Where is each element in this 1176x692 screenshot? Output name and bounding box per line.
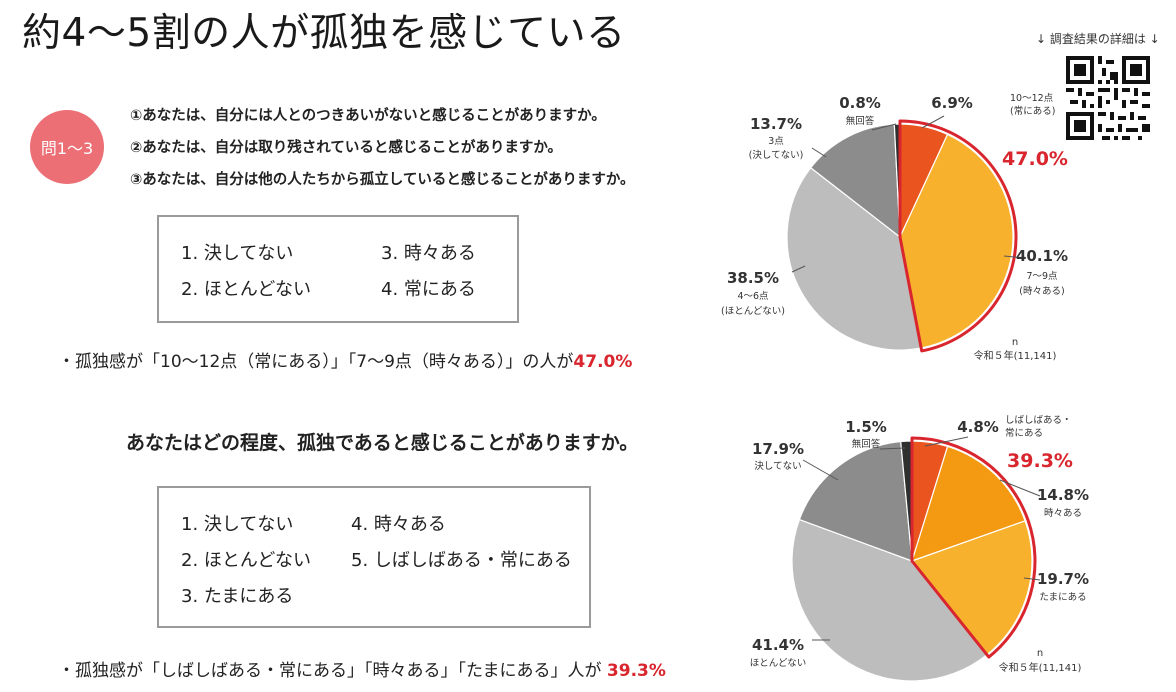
leader-line [1003,255,1025,259]
slice-percent-label: 19.7% [1037,570,1089,588]
answer-options-box-1: 1. 決してない 2. ほとんどない 3. 時々ある 4. 常にある [157,215,519,323]
sample-size-label: n [1037,648,1043,659]
pie-chart-1 [786,115,1025,353]
slice-category-label: 決してない [754,460,801,472]
pie-slice [899,133,1014,349]
summary-prefix: ・孤独感が「10～12点（常にある）」「7～9点（時々ある）」の人が [58,352,574,372]
slice-percent-label: 0.8% [839,94,881,112]
option-item: 3. 時々ある [381,243,476,264]
sample-size-label: n [1012,337,1018,348]
qr-code-icon[interactable] [1066,56,1150,140]
question-3-text: ③あなたは、自分は他の人たちから孤立していると感じることがありますか。 [130,172,635,188]
option-item: 1. 決してない [181,243,294,264]
slice-category-label: 無回答 [852,438,881,450]
leader-line [811,147,827,158]
pie-slice [911,520,1033,656]
slice-category-label: 時々ある [1044,508,1082,519]
slice-category-label: 10～12点 [1010,93,1054,104]
leader-line [791,265,806,273]
slice-category-label: 7～9点 [1026,271,1058,282]
option-item: 5. しばしばある・常にある [351,550,572,571]
option-item: 3. たまにある [181,586,294,607]
summary-text-1: ・孤独感が「10～12点（常にある）」「7～9点（時々ある）」の人が47.0% [58,347,632,372]
slice-percent-label: 40.1% [1016,247,1068,265]
option-item: 2. ほとんどない [181,279,311,300]
pie-slice [791,518,988,682]
leader-line [1023,577,1041,581]
slice-percent-label: 1.5% [845,418,887,436]
pie-slice [798,440,913,562]
slice-percent-label: 6.9% [931,94,973,112]
pie-slice [911,445,1026,562]
slice-category-label: 常にある [1005,427,1043,439]
question-4-text: あなたはどの程度、孤独であると感じることがありますか。 [126,432,639,454]
leader-line [924,436,969,447]
highlight-total-label: 39.3% [1007,450,1073,472]
slice-category-label: 4～6点 [737,291,769,302]
question-1-text: ①あなたは、自分には人とのつきあいがないと感じることがありますか。 [130,108,606,124]
summary-text-2: ・孤独感が「しばしばある・常にある」「時々ある」「たまにある」人が 39.3% [58,656,666,681]
option-item: 4. 常にある [381,279,476,300]
pie-slice [786,166,922,351]
sample-size-value: 令和５年(11,141) [974,349,1057,362]
summary-value: 47.0% [573,352,633,372]
survey-detail-link[interactable]: ↓ 調査結果の詳細は ↓ [1036,32,1160,46]
highlight-total-label: 47.0% [1002,148,1068,170]
slice-category-label: (常にある) [1010,105,1055,117]
slice-category-label: ほとんどない [750,658,807,669]
summary-value: 39.3% [606,661,666,681]
pie-chart-2 [791,436,1041,682]
leader-line [871,123,897,131]
slice-percent-label: 14.8% [1037,486,1089,504]
summary-prefix: ・孤独感が「しばしばある・常にある」「時々ある」「たまにある」人が [58,661,607,681]
slice-percent-label: 4.8% [957,418,999,436]
slice-category-label: 3点 [768,136,784,147]
option-item: 4. 時々ある [351,514,446,535]
slice-percent-label: 41.4% [752,636,804,654]
leader-line [999,479,1041,497]
slice-category-label: (決してない) [749,149,804,161]
slice-category-label: たまにある [1039,592,1086,603]
leader-line [802,459,839,481]
highlight-outline [898,119,1018,353]
leader-line [921,115,945,129]
sample-size-value: 令和５年(11,141) [999,661,1082,674]
option-item: 2. ほとんどない [181,550,311,571]
slice-percent-label: 17.9% [752,440,804,458]
answer-options-box-2: 1. 決してない 2. ほとんどない 3. たまにある 4. 時々ある 5. し… [157,486,591,628]
slice-category-label: (時々ある) [1019,286,1064,297]
slice-percent-label: 13.7% [750,115,802,133]
slice-category-label: しばしばある・ [1005,415,1072,426]
slice-percent-label: 38.5% [727,269,779,287]
page-title: 約4～5割の人が孤独を感じている [22,11,626,56]
slice-category-label: 無回答 [846,115,875,127]
option-item: 1. 決してない [181,514,294,535]
slice-category-label: (ほとんどない) [721,306,785,317]
leader-line [879,447,906,450]
pie-slice [809,123,901,239]
question-badge: 問1～3 [30,110,104,184]
question-2-text: ②あなたは、自分は取り残されていると感じることがありますか。 [130,140,563,156]
highlight-outline [910,436,1037,659]
